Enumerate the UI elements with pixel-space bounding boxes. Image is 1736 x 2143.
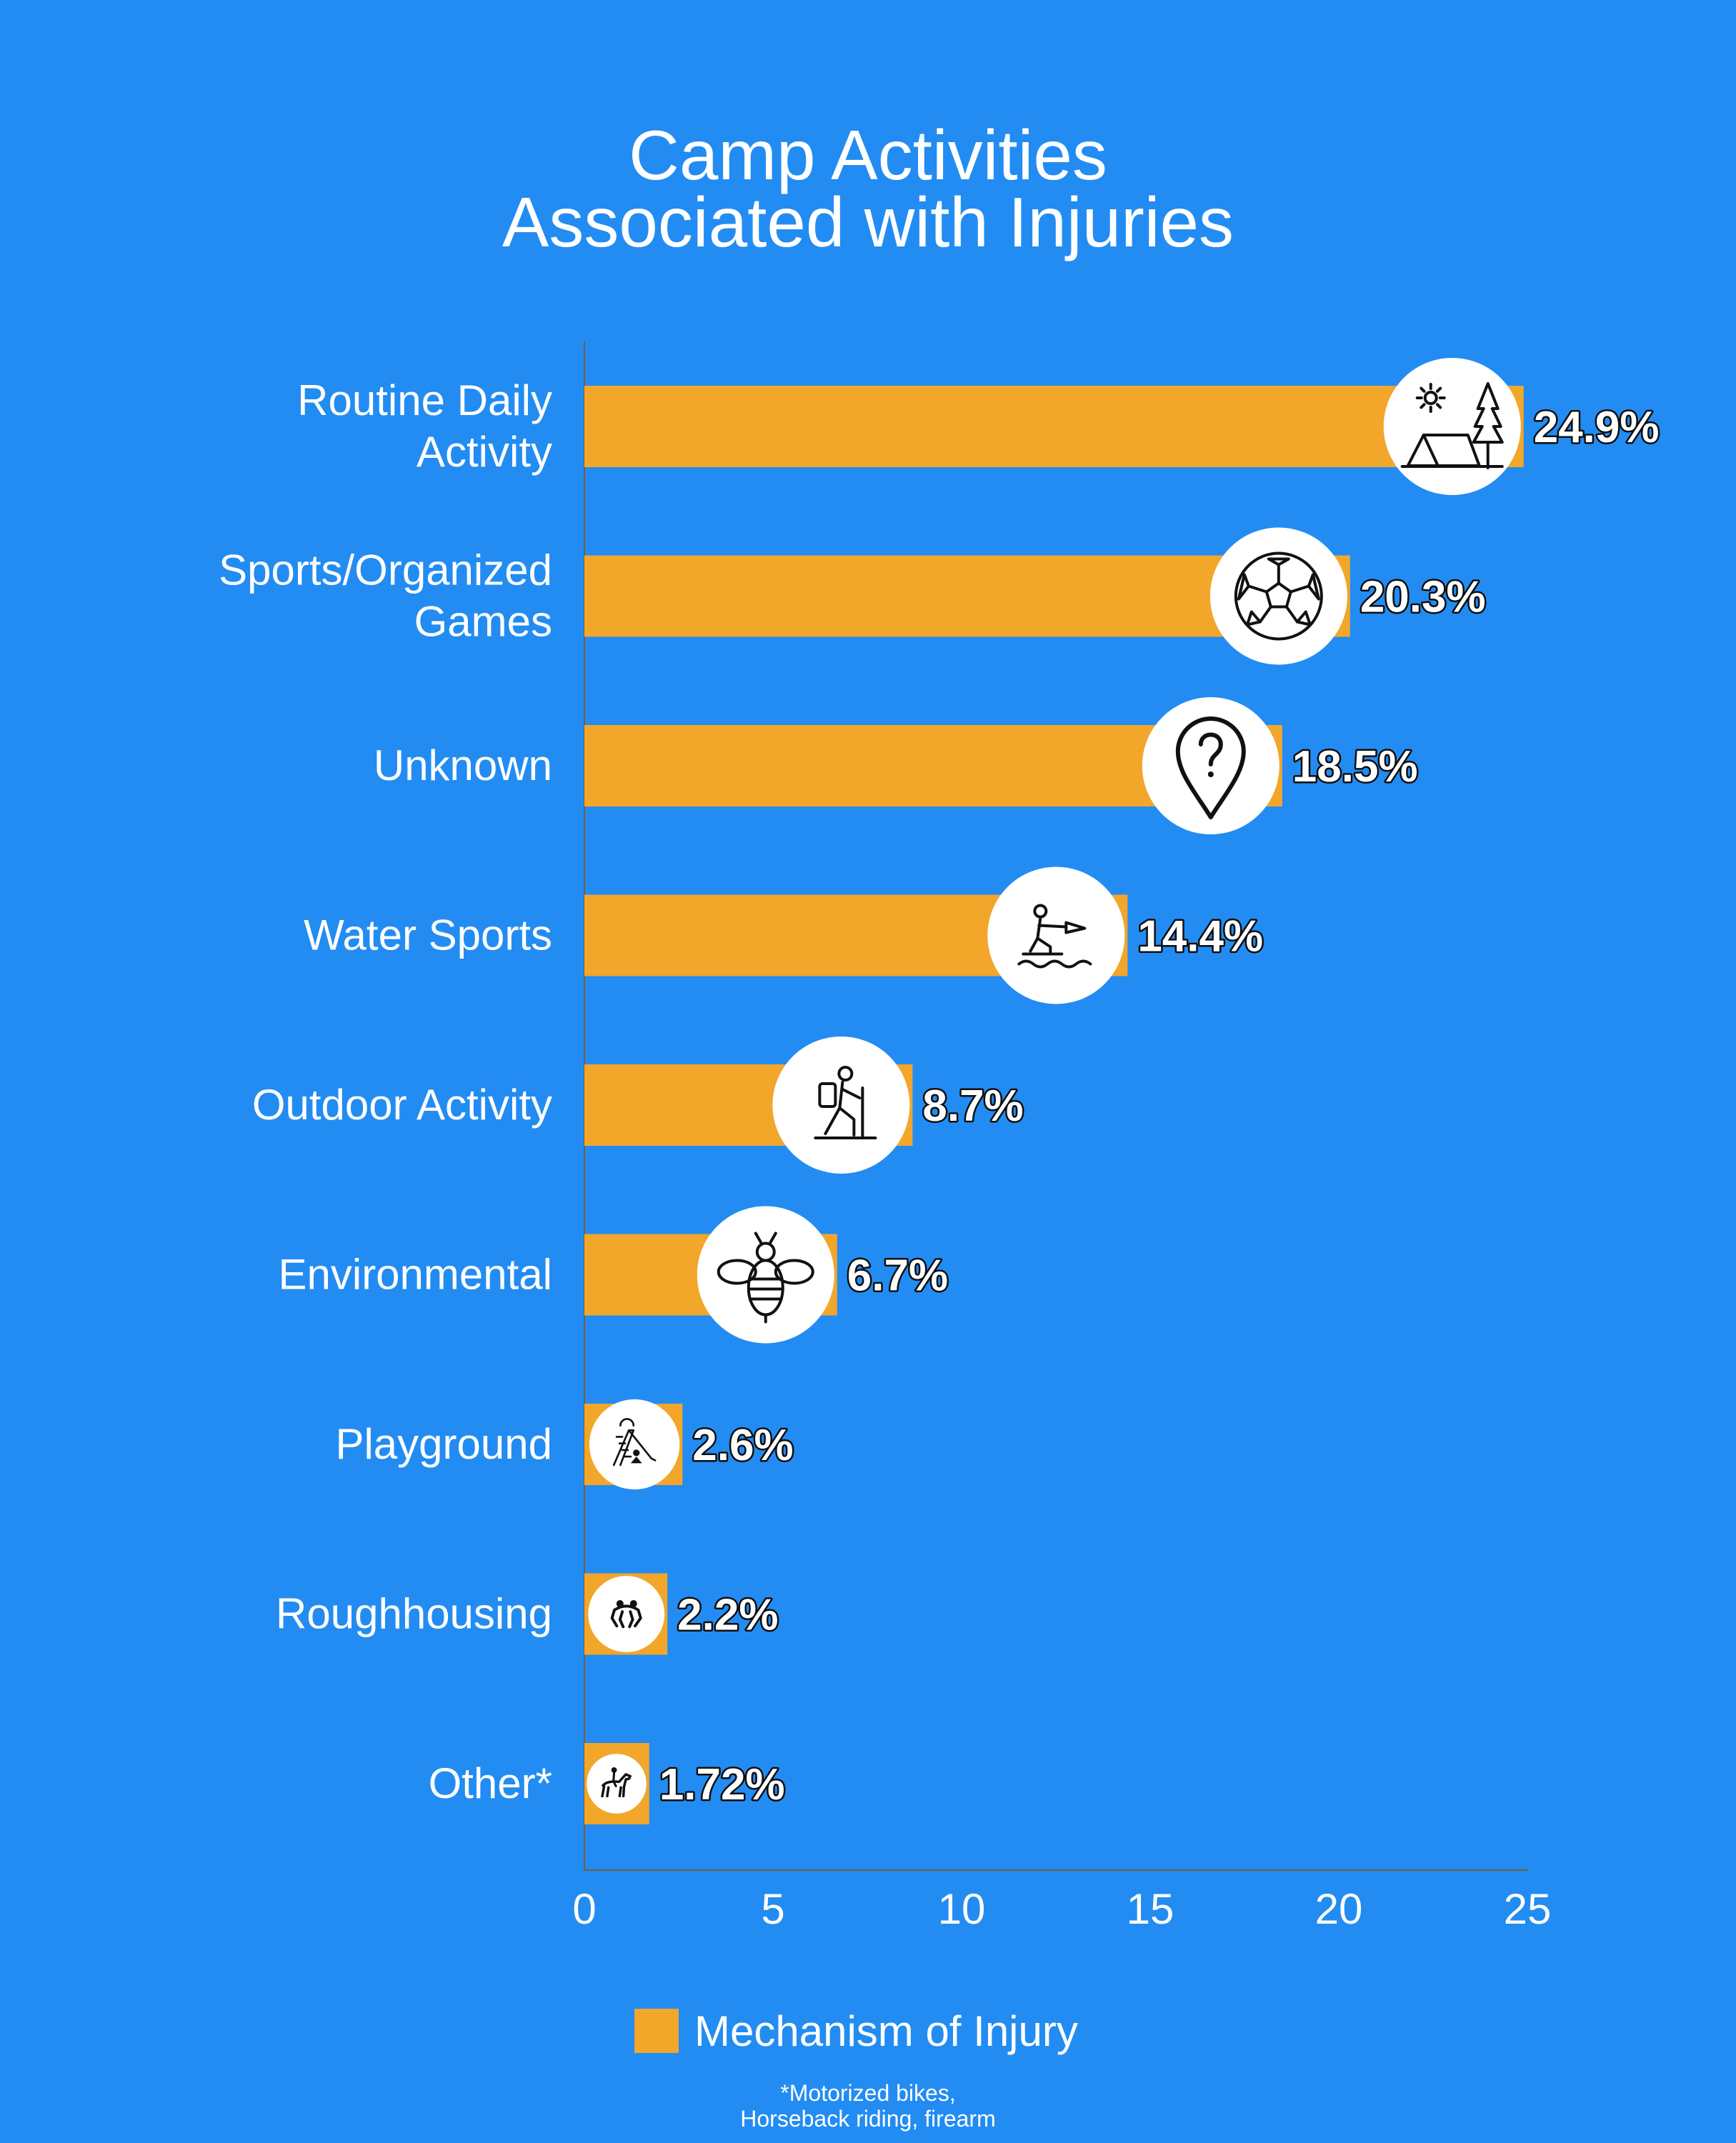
value-label: 8.7% bbox=[922, 1082, 1023, 1131]
footnote-line-1: *Motorized bikes, bbox=[780, 2080, 956, 2106]
value-label: 24.9% bbox=[1534, 403, 1660, 452]
chart-title-line-1: Camp Activities bbox=[629, 116, 1107, 194]
value-label: 14.4% bbox=[1137, 912, 1263, 961]
legend-label: Mechanism of Injury bbox=[694, 2007, 1078, 2055]
playground-slide-icon bbox=[589, 1399, 680, 1490]
camping-tent-tree-icon bbox=[1383, 358, 1521, 495]
legend-swatch bbox=[634, 2009, 679, 2053]
water-skier-icon bbox=[987, 866, 1125, 1004]
category-label: Other* bbox=[429, 1759, 552, 1807]
x-tick-label: 15 bbox=[1127, 1885, 1174, 1933]
category-label: Environmental bbox=[278, 1251, 552, 1299]
category-label: Routine Daily bbox=[297, 376, 552, 424]
value-label: 18.5% bbox=[1292, 742, 1418, 791]
category-label: Water Sports bbox=[304, 911, 552, 959]
value-label: 2.6% bbox=[692, 1421, 793, 1470]
x-tick-label: 5 bbox=[761, 1885, 784, 1933]
value-label: 2.2% bbox=[677, 1591, 778, 1640]
footnote: *Motorized bikes, Horseback riding, fire… bbox=[0, 2080, 1736, 2132]
x-tick-label: 0 bbox=[572, 1885, 596, 1933]
category-label: Unknown bbox=[374, 741, 552, 789]
soccer-ball-icon bbox=[1209, 527, 1347, 665]
bee-icon bbox=[697, 1206, 834, 1344]
chart-title: Camp Activities Associated with Injuries bbox=[0, 116, 1736, 261]
chart-title-line-2: Associated with Injuries bbox=[502, 183, 1234, 261]
category-label: Games bbox=[414, 598, 552, 646]
question-location-pin-icon bbox=[1142, 697, 1279, 834]
hiker-icon bbox=[772, 1036, 910, 1174]
legend: Mechanism of Injury bbox=[634, 2006, 1078, 2056]
value-label: 1.72% bbox=[659, 1760, 785, 1809]
value-label: 20.3% bbox=[1360, 573, 1486, 622]
footnote-line-2: Horseback riding, firearm bbox=[740, 2106, 996, 2132]
value-label: 6.7% bbox=[847, 1252, 948, 1301]
wrestlers-icon bbox=[588, 1576, 665, 1652]
category-label: Roughhousing bbox=[276, 1590, 552, 1638]
horse-rider-icon bbox=[587, 1754, 647, 1814]
category-label: Activity bbox=[416, 428, 552, 476]
x-tick-label: 25 bbox=[1504, 1885, 1552, 1933]
category-label: Playground bbox=[335, 1420, 552, 1468]
bar bbox=[584, 386, 1524, 467]
x-tick-label: 10 bbox=[938, 1885, 986, 1933]
category-label: Outdoor Activity bbox=[252, 1081, 552, 1129]
x-tick-label: 20 bbox=[1315, 1885, 1363, 1933]
category-label: Sports/Organized bbox=[219, 546, 552, 594]
